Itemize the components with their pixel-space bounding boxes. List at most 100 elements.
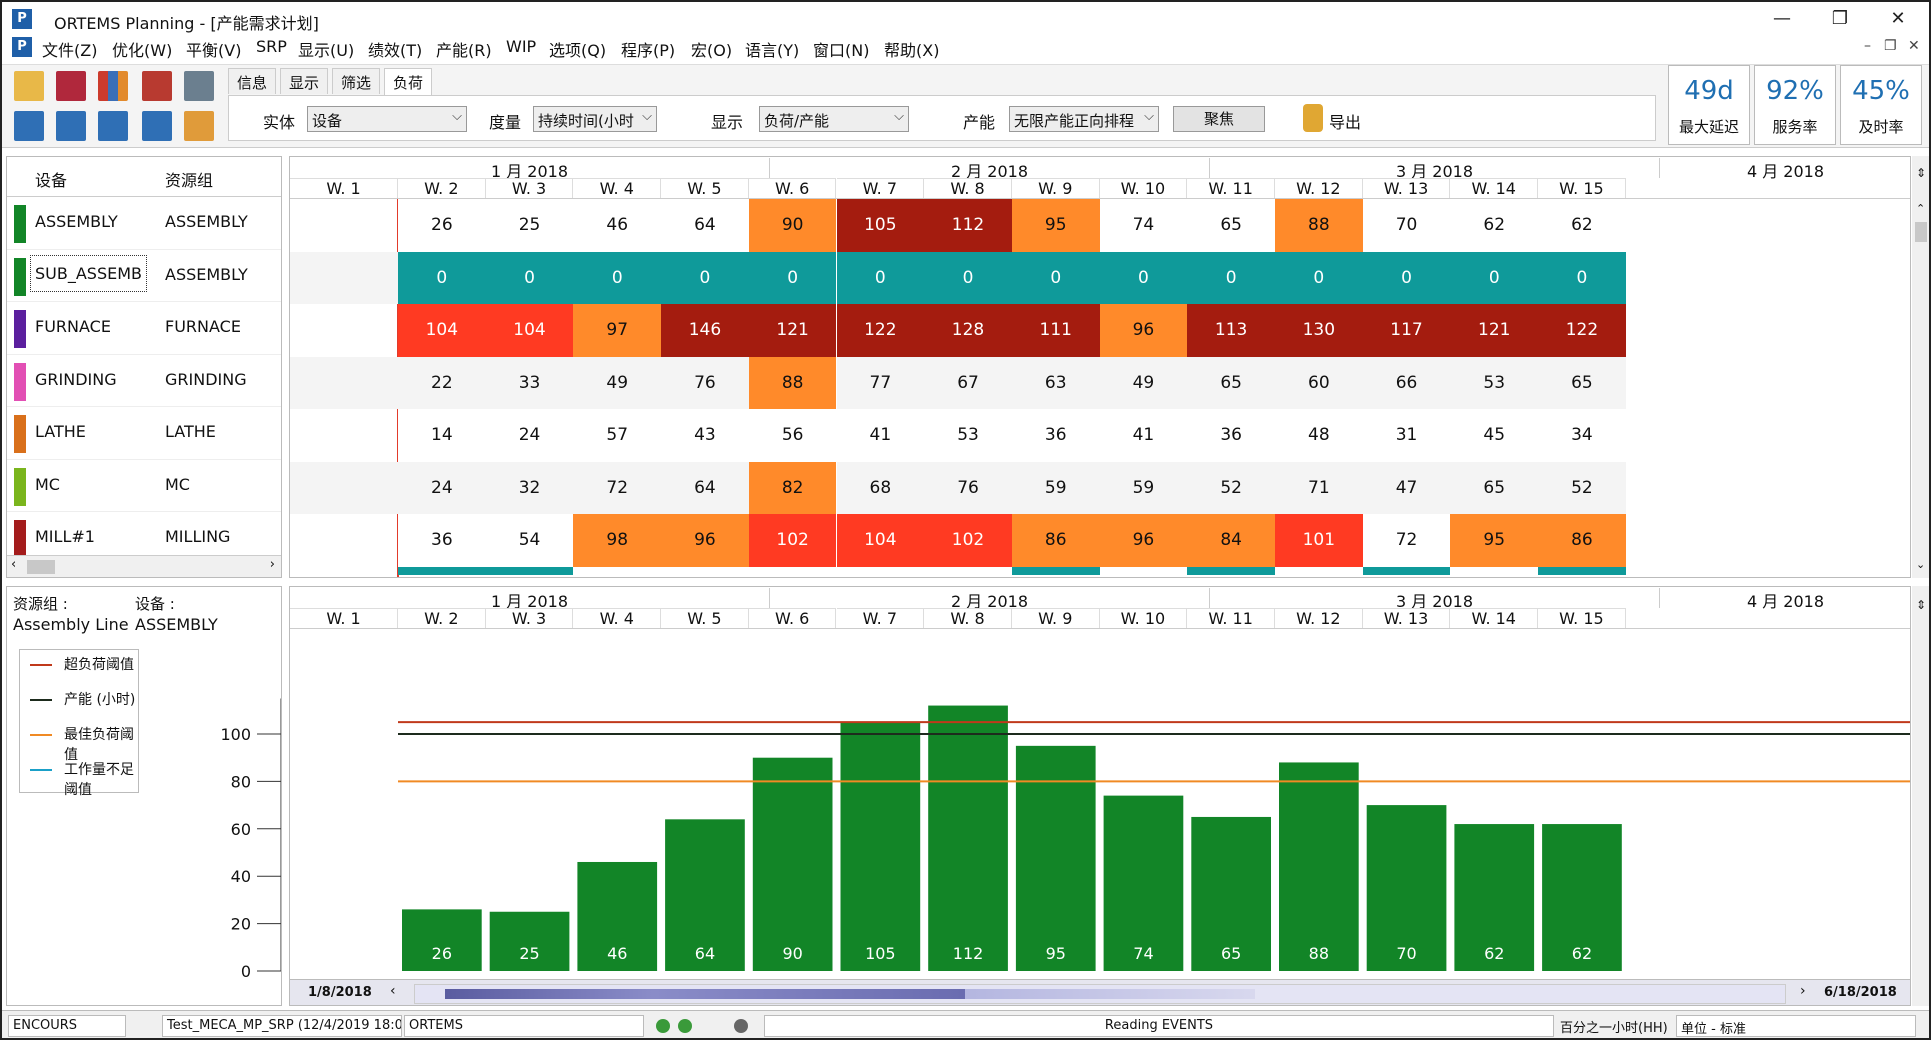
tab-info[interactable]: 信息 [228,68,277,94]
load-cell[interactable]: 67 [924,356,1012,409]
load-cell[interactable]: 121 [1450,304,1539,357]
column-header-group[interactable]: 资源组 [165,171,214,190]
focus-button[interactable]: 聚焦 [1173,106,1265,132]
load-cell[interactable]: 26 [398,199,486,252]
load-cell[interactable]: 47 [1362,461,1451,514]
load-cell[interactable]: 52 [1538,461,1626,514]
load-cell[interactable]: 24 [398,461,486,514]
close-button[interactable]: ✕ [1890,8,1906,29]
timeline-range[interactable] [445,989,965,999]
menu-window[interactable]: 窗口(N) [813,41,870,60]
menu-programs[interactable]: 程序(P) [621,41,676,60]
filter-icon[interactable] [184,71,214,101]
load-cell[interactable]: 95 [1450,514,1539,567]
load-cell[interactable]: 104 [836,514,925,567]
load-cell[interactable]: 0 [1275,251,1363,304]
load-cell[interactable]: 68 [836,461,925,514]
load-cell[interactable]: 46 [573,199,662,252]
load-cell[interactable]: 57 [573,409,662,462]
open-folder-icon[interactable] [14,71,44,101]
resource-row[interactable]: GRINDING GRINDING [7,355,281,407]
load-cell[interactable]: 0 [1011,251,1100,304]
scroll-down-icon[interactable]: ⌄ [1916,558,1926,571]
load-cell[interactable]: 65 [1187,356,1275,409]
load-cell[interactable]: 64 [661,199,749,252]
menu-srp[interactable]: SRP [256,37,287,56]
load-cell[interactable]: 71 [1275,461,1363,514]
load-cell[interactable]: 0 [748,251,837,304]
load-cell[interactable]: 0 [398,251,486,304]
load-cell[interactable]: 0 [836,251,925,304]
menu-display[interactable]: 显示(U) [298,41,355,60]
resource-row[interactable]: ASSEMBLY ASSEMBLY [7,197,281,250]
load-cell[interactable]: 96 [1099,514,1188,567]
column-header-equipment[interactable]: 设备 [35,171,68,190]
load-cell[interactable]: 74 [1099,199,1188,252]
scroll-pin-icon[interactable]: ⇕ [1916,598,1927,612]
scroll-thumb[interactable] [27,560,55,574]
tab-load[interactable]: 负荷 [384,68,433,96]
load-cell[interactable]: 112 [924,199,1012,252]
menu-optimize[interactable]: 优化(W) [112,41,173,60]
load-cell[interactable]: 36 [398,514,486,567]
load-cell[interactable]: 59 [1011,461,1100,514]
menu-file[interactable]: 文件(Z) [42,41,98,60]
load-cell[interactable]: 0 [485,251,574,304]
load-cell[interactable]: 113 [1187,304,1275,357]
load-cell[interactable]: 90 [748,199,837,252]
load-cell[interactable]: 86 [1538,514,1626,567]
load-cell[interactable]: 121 [748,304,837,357]
load-cell[interactable]: 82 [748,461,837,514]
load-cell[interactable]: 117 [1362,304,1451,357]
display-select[interactable]: 负荷/产能 ⌵ [759,106,909,132]
load-cell[interactable]: 86 [1011,514,1100,567]
menu-balance[interactable]: 平衡(V) [186,41,242,60]
timeline-right-icon[interactable]: › [1800,983,1806,999]
load-cell[interactable]: 72 [573,461,662,514]
bar-chart-icon[interactable] [98,71,128,101]
load-cell[interactable]: 65 [1450,461,1539,514]
gantt-view-icon[interactable] [14,111,44,141]
load-cell[interactable]: 102 [748,514,837,567]
scroll-thumb[interactable] [1915,222,1927,242]
load-cell[interactable]: 66 [1362,356,1451,409]
load-cell[interactable]: 128 [924,304,1012,357]
load-cell[interactable]: 111 [1011,304,1100,357]
load-cell[interactable]: 77 [836,356,925,409]
load-cell[interactable]: 22 [398,356,486,409]
load-cell[interactable]: 25 [485,199,574,252]
mdi-minimize-button[interactable]: – [1864,38,1871,54]
menu-wip[interactable]: WIP [506,37,537,56]
load-cell[interactable]: 0 [573,251,662,304]
load-cell[interactable]: 0 [1450,251,1539,304]
minimize-button[interactable]: — [1773,8,1791,29]
menu-macro[interactable]: 宏(O) [691,41,733,60]
load-cell[interactable]: 62 [1450,199,1539,252]
scroll-right-icon[interactable]: › [269,557,275,572]
save-icon[interactable] [56,71,86,101]
load-cell[interactable]: 45 [1450,409,1539,462]
tab-display[interactable]: 显示 [280,68,329,94]
grid-view-icon[interactable] [142,111,172,141]
load-cell[interactable]: 0 [1187,251,1275,304]
load-cell[interactable]: 0 [661,251,749,304]
timeline-scroller[interactable] [414,984,1786,1004]
load-cell[interactable]: 56 [748,409,837,462]
load-cell[interactable]: 63 [1011,356,1100,409]
resource-row[interactable]: SUB_ASSEMB ASSEMBLY [7,250,281,302]
load-cell[interactable]: 95 [1011,199,1100,252]
load-cell[interactable]: 104 [485,304,574,357]
load-cell[interactable]: 14 [398,409,486,462]
load-cell[interactable]: 24 [485,409,574,462]
export-db-icon[interactable] [1303,104,1323,132]
chart-vertical-scrollbar[interactable]: ⇕ [1912,586,1929,1006]
load-cell[interactable]: 104 [398,304,486,357]
load-cell[interactable]: 0 [924,251,1012,304]
menu-performance[interactable]: 绩效(T) [368,41,423,60]
load-cell[interactable]: 36 [1187,409,1275,462]
load-cell[interactable]: 96 [661,514,749,567]
load-cell[interactable]: 101 [1275,514,1363,567]
resource-row[interactable]: FURNACE FURNACE [7,302,281,355]
menu-help[interactable]: 帮助(X) [884,41,940,60]
measure-select[interactable]: 持续时间(小时 ⌵ [533,106,657,132]
